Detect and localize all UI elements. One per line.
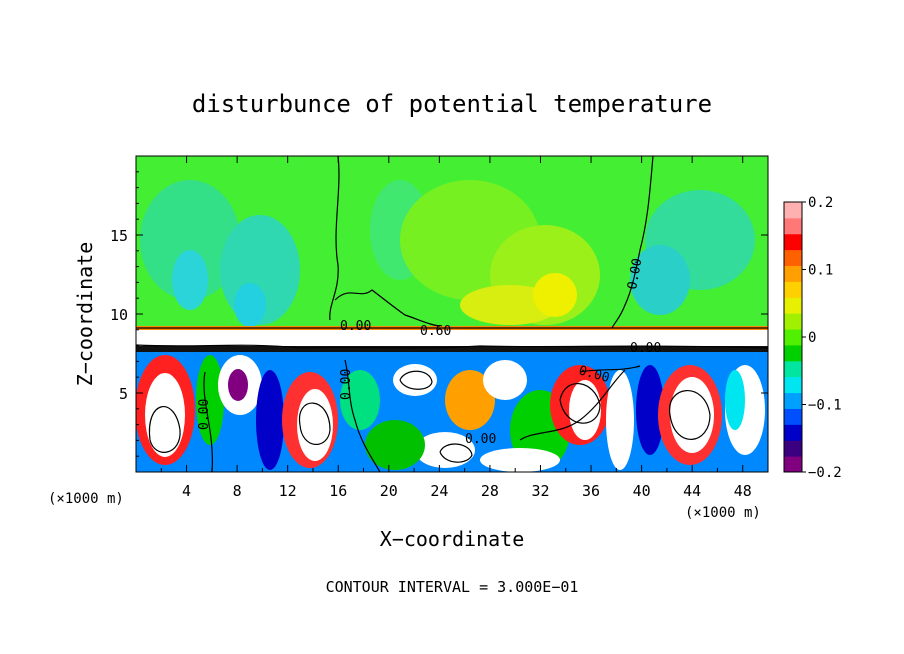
eddy [393,364,437,396]
eddy [569,380,601,440]
colorbar-segment [784,440,802,457]
colorbar-segment [784,424,802,441]
plot-area: 0.00 0.00 0.60 0.00 0.00 0.00 0.00 0.00 [136,156,768,472]
cool-blob [234,283,266,327]
colorbar-segment [784,376,802,394]
y-tick-label: 15 [110,227,128,245]
zero-contour [329,156,340,321]
colorbar-segment [784,392,802,409]
colorbar-segment [784,360,802,378]
eddy [415,432,475,468]
y-tick-label: 5 [119,385,128,403]
x-tick-label: 36 [582,482,600,500]
contour-label: 0.00 [197,399,212,430]
colorbar-segment [784,202,802,219]
contour-line [519,369,626,441]
contour-line [203,371,214,472]
eddy [340,370,380,430]
contour-interval-note: CONTOUR INTERVAL = 3.000E−01 [326,578,579,596]
contour-label: 0.00 [625,257,645,290]
upper-blobs [140,180,755,327]
zero-contour [611,156,654,329]
colorbar-segment [784,456,802,473]
x-tick-label: 24 [430,482,448,500]
colorbar-segment [784,313,802,330]
chart-title: disturbunce of potential temperature [192,90,712,118]
eddy [483,360,527,400]
contour-line [439,443,473,463]
colorbar-segment [784,344,802,362]
x-unit-label: (×1000 m) [48,491,124,507]
colorbar-segment [784,265,802,282]
contour-labels: 0.00 0.00 0.60 0.00 0.00 0.00 0.00 0.00 [197,257,661,447]
zero-contour [334,289,441,327]
contour-label: 0.00 [630,341,661,356]
colorbar: 0.2 0.1 0 −0.1 −0.2 [783,195,842,481]
contour-line [669,390,711,440]
eddy [228,369,248,401]
cool-blob [172,250,208,310]
colorbar-tick-label: 0.2 [808,195,833,211]
colorbar-segment [784,217,802,235]
contour-line [579,365,641,373]
cool-blob [630,245,690,315]
x-axis: 4 8 12 16 20 24 28 32 36 40 44 48 [160,156,752,500]
eddy [297,389,333,461]
colorbar-tick-label: 0 [808,330,816,346]
x-tick-label: 44 [683,482,701,500]
eddy [725,370,745,430]
x-tick-label: 32 [531,482,549,500]
zero-contour [136,344,768,349]
x-axis-label: X−coordinate [380,527,525,551]
eddy [670,377,714,453]
contour-label: 0.00 [465,432,496,447]
eddy [445,370,495,430]
y-axis-label: Z−coordinate [73,242,97,387]
eddy [480,448,560,472]
eddy [365,420,425,470]
colorbar-segment [784,297,802,314]
x-tick-label: 4 [182,482,191,500]
contour-line [399,370,433,390]
colorbar-tick-label: 0.1 [808,263,833,279]
contour-line [148,406,181,453]
colorbar-segment [784,233,802,251]
x-tick-label: 8 [233,482,242,500]
x-tick-label: 12 [279,482,297,500]
colorbar-segment [784,329,802,346]
cool-blob [140,180,240,300]
warm-blob [533,273,577,317]
x-tick-label: 16 [329,482,347,500]
x-unit-label-right: (×1000 m) [685,505,761,521]
y-tick-label: 10 [110,306,128,324]
x-tick-label: 48 [734,482,752,500]
contours [136,156,768,472]
contour-label: 0.00 [340,319,371,334]
colorbar-segment [784,249,802,267]
eddy [196,355,224,445]
eddy [636,365,664,455]
x-tick-label: 40 [633,482,651,500]
eddy [145,373,185,457]
colorbar-tick-label: −0.1 [808,398,842,414]
colorbar-segment [784,281,802,298]
contour-line [298,402,331,445]
x-tick-label: 28 [481,482,499,500]
interface-band [136,330,768,348]
lower-field [136,352,768,472]
colorbar-tick-label: −0.2 [808,465,842,481]
colorbar-segment [784,408,802,425]
interface-band [136,346,768,352]
eddy [606,370,634,470]
contour-label: 0.00 [339,369,354,400]
eddy [256,370,284,470]
contour-label: 0.60 [420,324,451,339]
x-tick-label: 20 [380,482,398,500]
y-axis: 5 10 15 [110,171,768,457]
contour-line [559,383,601,424]
contour-line [344,359,381,472]
